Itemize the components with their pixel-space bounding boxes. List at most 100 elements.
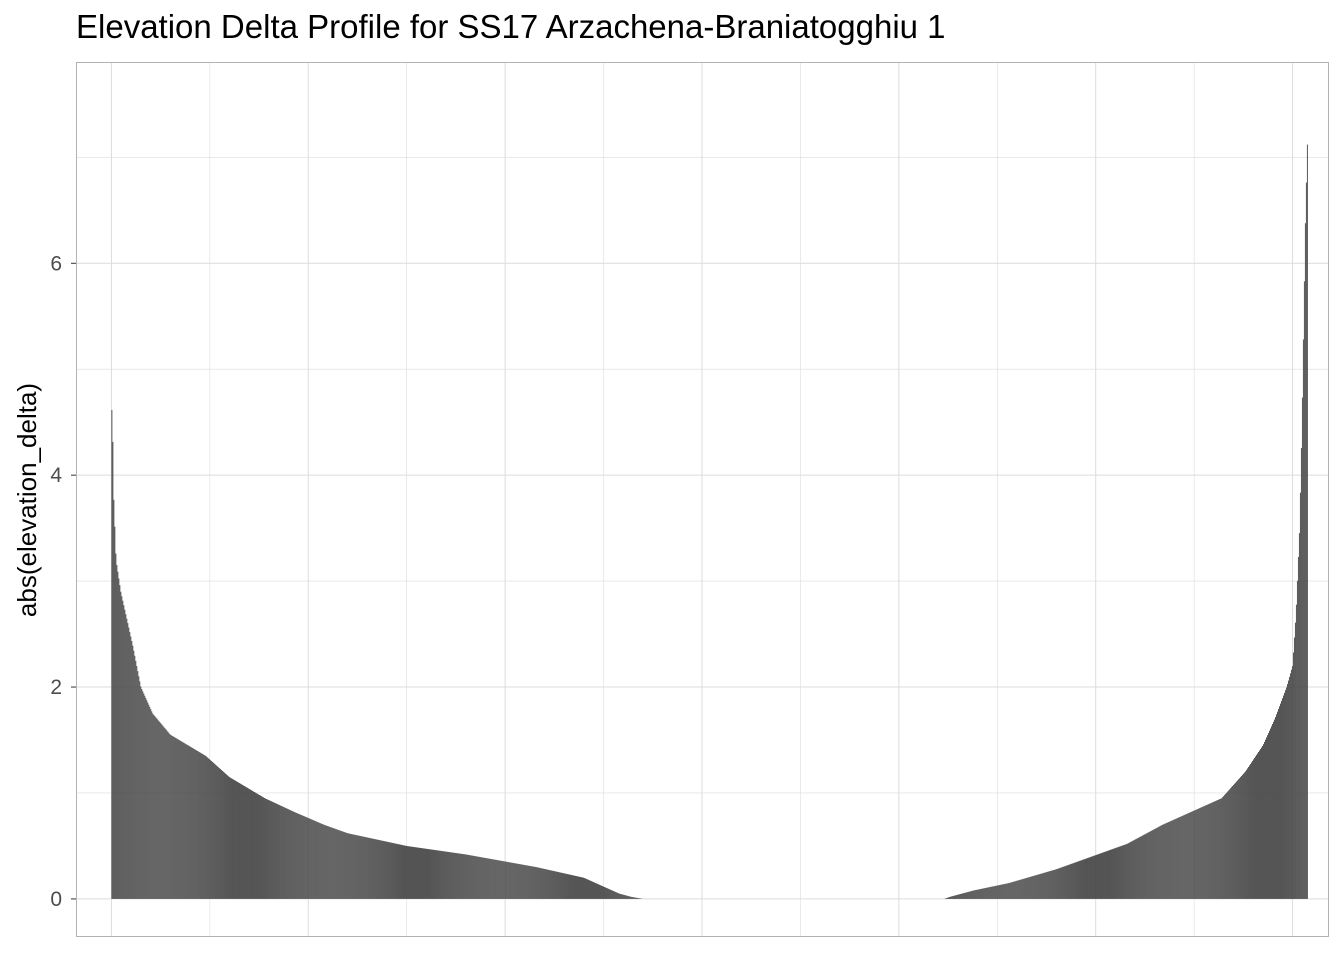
bar: [255, 792, 256, 899]
bar: [1201, 807, 1203, 899]
bar: [1285, 687, 1287, 899]
bar: [964, 892, 966, 899]
bar: [1116, 847, 1118, 899]
bar: [1226, 792, 1228, 899]
bar: [126, 618, 128, 899]
bar: [1237, 780, 1239, 899]
bar: [1299, 492, 1301, 899]
bar: [199, 752, 201, 899]
bar: [188, 745, 190, 899]
bar: [621, 894, 623, 899]
bar: [1248, 766, 1250, 899]
bar: [286, 808, 288, 899]
bar: [977, 889, 979, 899]
bar: [1218, 799, 1220, 899]
bar: [608, 889, 610, 899]
bar: [1043, 872, 1045, 899]
bar: [987, 887, 989, 899]
bar: [595, 882, 596, 899]
bar: [184, 743, 186, 899]
bar: [218, 767, 220, 899]
bar: [224, 772, 226, 899]
bar: [1046, 871, 1048, 899]
bar: [1061, 867, 1063, 899]
bar: [247, 787, 248, 899]
bar: [262, 797, 264, 899]
bar: [181, 741, 183, 899]
bar: [1262, 746, 1263, 899]
bar: [425, 848, 427, 899]
bar: [293, 811, 295, 899]
bar: [1127, 843, 1129, 899]
bar: [544, 868, 546, 899]
bar: [1103, 852, 1105, 899]
chart-title: Elevation Delta Profile for SS17 Arzache…: [76, 8, 946, 45]
bar: [236, 781, 237, 899]
bar: [1210, 803, 1212, 899]
bar: [1151, 830, 1153, 899]
bar: [231, 778, 232, 899]
bar: [220, 769, 222, 899]
bar: [428, 849, 430, 899]
bar: [160, 723, 162, 899]
bar: [561, 872, 563, 899]
bar: [1287, 680, 1289, 899]
bar: [1081, 860, 1083, 899]
bar: [638, 898, 640, 899]
bar: [1079, 860, 1081, 899]
bar: [258, 794, 259, 899]
bar: [1182, 815, 1184, 899]
bar: [244, 786, 245, 899]
bar: [1247, 768, 1249, 899]
bar: [1148, 832, 1150, 899]
panel-border: [76, 62, 1329, 937]
bar: [1256, 754, 1257, 899]
bar: [1068, 864, 1070, 899]
bar: [295, 812, 297, 899]
bar: [545, 869, 547, 899]
bar: [1268, 732, 1269, 899]
bar: [1003, 884, 1005, 899]
bar: [407, 846, 409, 899]
bar: [575, 875, 576, 899]
bar: [1147, 832, 1149, 899]
bar: [459, 853, 461, 899]
bar: [186, 744, 188, 899]
bar: [574, 875, 575, 899]
bar: [617, 893, 619, 899]
bar: [477, 856, 479, 899]
bar: [1206, 804, 1208, 899]
bar: [441, 851, 443, 899]
bar: [1154, 828, 1156, 899]
bar: [303, 816, 305, 899]
bar: [326, 825, 328, 899]
bar: [347, 833, 349, 899]
bar: [216, 765, 218, 899]
bar: [349, 833, 351, 899]
bar: [1010, 882, 1012, 899]
bar: [448, 852, 450, 899]
bar: [577, 876, 578, 899]
bar: [466, 854, 468, 899]
bar: [194, 749, 196, 899]
bar: [113, 499, 115, 899]
bar: [1157, 827, 1159, 899]
bar: [336, 829, 338, 899]
bar: [213, 762, 215, 899]
bar: [252, 790, 253, 899]
bar: [137, 671, 139, 899]
bar: [601, 886, 603, 899]
bar: [1169, 821, 1171, 899]
bar: [562, 872, 564, 899]
bar: [1271, 726, 1272, 899]
bar: [517, 863, 519, 899]
bar: [192, 747, 194, 899]
bar: [1069, 864, 1071, 899]
bar: [1008, 882, 1010, 899]
bar: [166, 730, 168, 899]
bar: [533, 866, 535, 899]
bar: [149, 706, 151, 899]
bar: [127, 623, 129, 899]
bar: [432, 849, 434, 899]
bar: [494, 859, 496, 899]
